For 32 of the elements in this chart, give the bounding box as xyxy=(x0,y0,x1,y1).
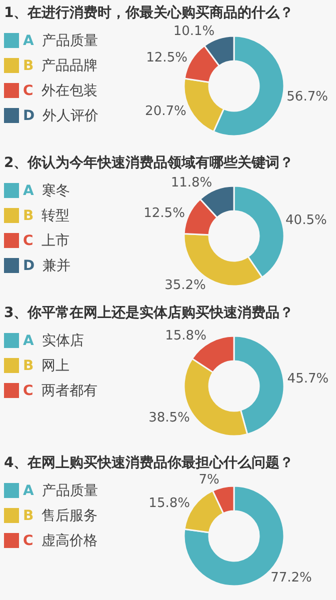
legend-label: B 网上 xyxy=(23,356,70,374)
legend-label: C 虚高价格 xyxy=(23,532,98,550)
data-label: 7% xyxy=(198,472,220,488)
legend-label: B 产品品牌 xyxy=(23,56,98,74)
legend-label: D 外人评价 xyxy=(23,106,99,124)
legend-label: A 产品质量 xyxy=(23,32,98,50)
data-label: 15.8% xyxy=(148,496,190,512)
legend-label: C 上市 xyxy=(23,232,70,250)
data-label: 40.5% xyxy=(286,213,327,228)
chart-title: 3、你平常在网上还是实体店购买快速消费品？ xyxy=(4,304,295,323)
legend-label: D 兼并 xyxy=(23,256,71,274)
data-label: 77.2% xyxy=(270,570,312,586)
chart-title: 4、在网上购买快速消费品你最担心什么问题？ xyxy=(4,454,295,473)
data-label: 45.7% xyxy=(287,372,329,387)
legend-label: C 两者都有 xyxy=(23,382,98,400)
data-label: 10.1% xyxy=(173,24,215,40)
data-label: 11.8% xyxy=(170,175,212,190)
data-label: 12.5% xyxy=(146,50,188,66)
legend-label: A 实体店 xyxy=(23,332,84,350)
legend-label: C 外在包装 xyxy=(23,82,98,100)
data-label: 38.5% xyxy=(148,410,190,426)
data-label: 20.7% xyxy=(145,104,186,120)
data-label: 15.8% xyxy=(165,328,206,344)
legend-label: B 转型 xyxy=(23,206,70,224)
legend-label: A 寒冬 xyxy=(23,182,70,200)
legend-label: A 产品质量 xyxy=(23,482,98,500)
data-label: 56.7% xyxy=(286,89,328,104)
chart-title: 2、你认为今年快速消费品领域有哪些关键词？ xyxy=(4,154,295,173)
data-label: 12.5% xyxy=(144,206,185,222)
legend-label: B 售后服务 xyxy=(23,506,98,524)
chart-title: 1、在进行消费时，你最关心购买商品的什么？ xyxy=(4,4,295,23)
data-label: 35.2% xyxy=(164,278,206,293)
